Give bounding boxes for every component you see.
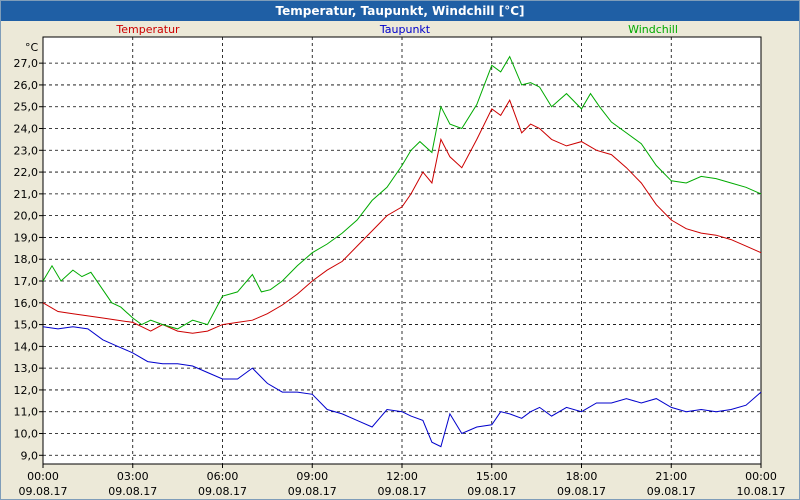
x-tick-time: 21:00 — [655, 470, 687, 483]
x-tick-date: 09.08.17 — [19, 485, 68, 498]
y-tick-label: 18,0 — [14, 253, 39, 266]
series-lines — [42, 55, 762, 448]
x-tick-time: 00:00 — [745, 470, 777, 483]
x-tick-time: 18:00 — [566, 470, 598, 483]
x-axis: 00:00 09.08.17 03:00 09.08.17 06:00 09.08.17 0… — [19, 464, 786, 498]
x-tick-date: 09.08.17 — [557, 485, 606, 498]
y-tick-label: 26,0 — [14, 79, 39, 92]
y-tick-label: 19,0 — [14, 231, 39, 244]
series-line-temperatur — [42, 99, 762, 334]
y-tick-label: 15,0 — [14, 319, 39, 332]
legend-item-windchill: Windchill — [628, 23, 678, 36]
y-tick-label: 9,0 — [21, 449, 39, 462]
y-tick-label: 11,0 — [14, 406, 39, 419]
y-tick-label: 17,0 — [14, 275, 39, 288]
legend: Temperatur Taupunkt Windchill — [115, 23, 678, 36]
legend-item-taupunkt: Taupunkt — [379, 23, 431, 36]
x-tick-time: 09:00 — [296, 470, 328, 483]
x-tick-date: 09.08.17 — [108, 485, 157, 498]
x-tick-date: 10.08.17 — [737, 485, 786, 498]
series-line-windchill — [42, 55, 762, 330]
x-tick-date: 09.08.17 — [198, 485, 247, 498]
window-title: Temperatur, Taupunkt, Windchill [°C] — [1, 1, 799, 21]
x-tick-date: 09.08.17 — [647, 485, 696, 498]
y-tick-label: 14,0 — [14, 340, 39, 353]
y-axis-unit: °C — [25, 41, 39, 54]
x-tick-time: 12:00 — [386, 470, 418, 483]
y-tick-label: 22,0 — [14, 166, 39, 179]
y-tick-label: 20,0 — [14, 210, 39, 223]
y-tick-label: 25,0 — [14, 101, 39, 114]
x-tick-time: 06:00 — [207, 470, 239, 483]
grid-lines — [43, 37, 761, 464]
x-tick-date: 09.08.17 — [467, 485, 516, 498]
y-tick-label: 10,0 — [14, 428, 39, 441]
y-tick-label: 13,0 — [14, 362, 39, 375]
x-tick-time: 15:00 — [476, 470, 508, 483]
x-tick-date: 09.08.17 — [378, 485, 427, 498]
y-axis: 9,0 10,0 11,0 12,0 13,0 14,0 15,0 16,0 17,0 18,0 1… — [14, 41, 43, 462]
x-tick-date: 09.08.17 — [288, 485, 337, 498]
y-tick-label: 27,0 — [14, 57, 39, 70]
line-chart: 9,0 10,0 11,0 12,0 13,0 14,0 15,0 16,0 17,0 18,0 1… — [14, 23, 786, 498]
y-tick-label: 24,0 — [14, 123, 39, 136]
x-tick-time: 00:00 — [27, 470, 59, 483]
x-tick-time: 03:00 — [117, 470, 149, 483]
y-tick-label: 16,0 — [14, 297, 39, 310]
y-tick-label: 23,0 — [14, 144, 39, 157]
y-tick-label: 12,0 — [14, 384, 39, 397]
y-tick-label: 21,0 — [14, 188, 39, 201]
series-line-taupunkt — [42, 326, 762, 448]
legend-item-temperatur: Temperatur — [115, 23, 180, 36]
